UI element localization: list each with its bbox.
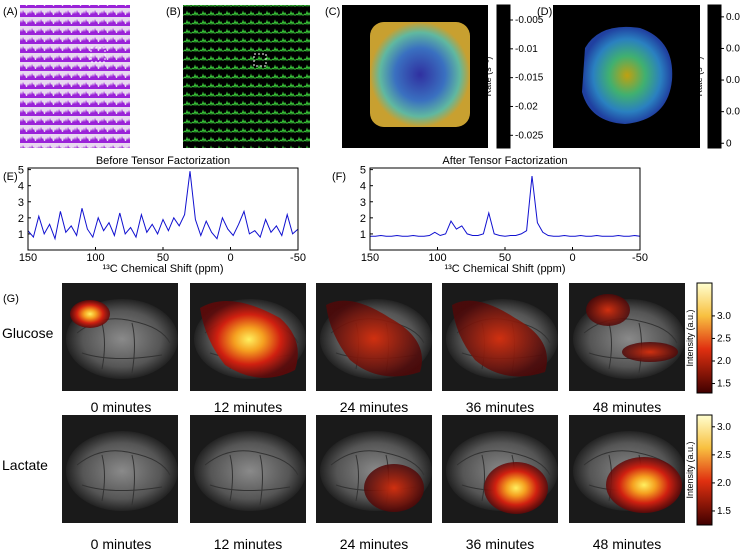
colorbar-tick-label: 2.0: [717, 478, 731, 489]
y-tick-label: 5: [360, 165, 366, 177]
colorbar-tick-label: 0.016: [726, 12, 740, 23]
time-label: 0 minutes: [91, 536, 152, 551]
plot-frame: [369, 167, 641, 251]
colorbar-tick-label: 0.008: [726, 75, 740, 86]
panel-a-image: [20, 5, 130, 148]
x-tick-label: 150: [19, 252, 37, 264]
colorbar-label: Rate (s⁻¹): [483, 57, 493, 97]
panel-label: (D): [537, 6, 552, 18]
colorbar: [696, 282, 713, 394]
colorbar-tick-label: -0.025: [515, 130, 544, 141]
colorbar-tick-label: 0.004: [726, 107, 740, 118]
y-tick-label: 1: [18, 229, 24, 241]
lactate-images: [61, 414, 686, 524]
spectrum-line: [370, 175, 641, 237]
time-label: 36 minutes: [466, 399, 534, 415]
colorbar-tick-label: -0.005: [515, 15, 544, 26]
colorbar-tick-label: 1.5: [717, 506, 731, 517]
colorbar-tick-label: -0.01: [515, 44, 538, 55]
y-tick-label: 3: [360, 197, 366, 209]
x-axis-label: ¹³C Chemical Shift (ppm): [444, 263, 565, 275]
panel-label: (F): [332, 171, 346, 183]
chart-title: Before Tensor Factorization: [96, 155, 230, 167]
y-tick-label: 3: [18, 197, 24, 209]
plot-frame: [27, 167, 299, 251]
y-tick-label: 2: [18, 213, 24, 225]
time-label: 24 minutes: [340, 536, 408, 551]
panel-label: (B): [166, 6, 181, 18]
row-label: Lactate: [2, 457, 48, 473]
colorbar: [496, 4, 511, 149]
panel-b-image: [183, 5, 310, 148]
colorbar-tick-label: 3.0: [717, 311, 731, 322]
x-tick-label: 0: [227, 252, 233, 264]
y-tick-label: 5: [18, 165, 24, 177]
x-tick-label: 100: [428, 252, 446, 264]
panel-label: (A): [3, 6, 18, 18]
spectrum-line: [27, 171, 299, 241]
colorbar: [707, 4, 722, 149]
colorbar-tick-label: 2.5: [717, 333, 731, 344]
colorbar: [696, 414, 713, 526]
colorbar-label: Intensity (a.u.): [685, 441, 695, 498]
colorbar-tick-label: 3.0: [717, 422, 731, 433]
panel-label: (G): [3, 293, 19, 305]
colorbar-label: Rate (s⁻¹): [694, 57, 704, 97]
glucose-images: [61, 282, 686, 392]
time-label: 12 minutes: [214, 399, 282, 415]
colorbar-tick-label: 2.5: [717, 450, 731, 461]
y-tick-label: 4: [360, 181, 366, 193]
colorbar-tick-label: 1.5: [717, 379, 731, 390]
time-label: 0 minutes: [91, 399, 152, 415]
time-label: 48 minutes: [593, 536, 661, 551]
x-tick-label: 150: [361, 252, 379, 264]
y-tick-label: 2: [360, 213, 366, 225]
rate-map: [582, 26, 673, 124]
row-label: Glucose: [2, 325, 54, 341]
colorbar-tick-label: 0: [726, 138, 732, 149]
colorbar-tick-label: 0.012: [726, 43, 740, 54]
time-label: 48 minutes: [593, 399, 661, 415]
y-tick-label: 4: [18, 181, 24, 193]
voxel-marker: [90, 47, 106, 63]
chart-title: After Tensor Factorization: [442, 155, 567, 167]
panel-label: (C): [325, 6, 340, 18]
rate-map: [370, 22, 470, 127]
x-axis-label: ¹³C Chemical Shift (ppm): [102, 263, 223, 275]
x-tick-label: 0: [569, 252, 575, 264]
x-tick-label: -50: [290, 252, 306, 264]
time-label: 12 minutes: [214, 536, 282, 551]
colorbar-tick-label: -0.015: [515, 73, 544, 84]
x-tick-label: 50: [157, 252, 169, 264]
panel-label: (E): [3, 171, 18, 183]
time-label: 24 minutes: [340, 399, 408, 415]
colorbar-tick-label: -0.02: [515, 101, 538, 112]
time-label: 36 minutes: [466, 536, 534, 551]
colorbar-tick-label: 2.0: [717, 356, 731, 367]
voxel-marker: [253, 53, 267, 67]
y-tick-label: 1: [360, 229, 366, 241]
x-tick-label: -50: [632, 252, 648, 264]
x-tick-label: 50: [499, 252, 511, 264]
colorbar-label: Intensity (a.u.): [685, 309, 695, 366]
x-tick-label: 100: [86, 252, 104, 264]
